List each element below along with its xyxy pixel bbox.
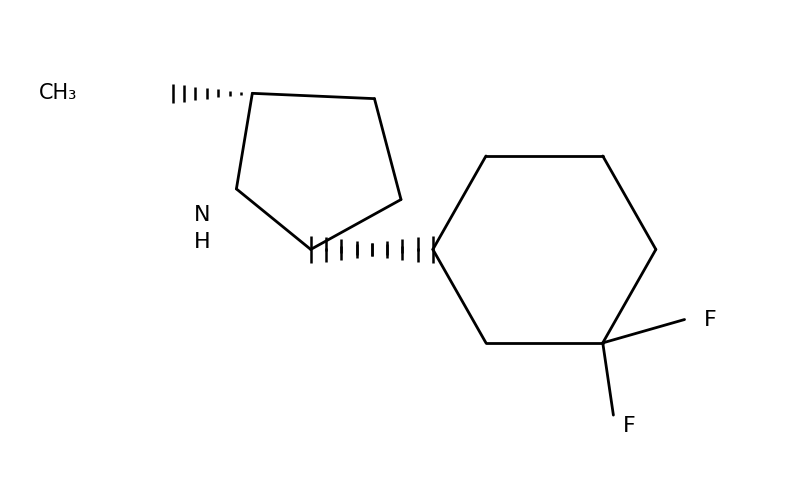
- Text: H: H: [194, 232, 211, 252]
- Text: F: F: [703, 310, 716, 330]
- Text: N: N: [194, 205, 211, 226]
- Text: F: F: [623, 416, 636, 436]
- Text: CH₃: CH₃: [38, 83, 77, 103]
